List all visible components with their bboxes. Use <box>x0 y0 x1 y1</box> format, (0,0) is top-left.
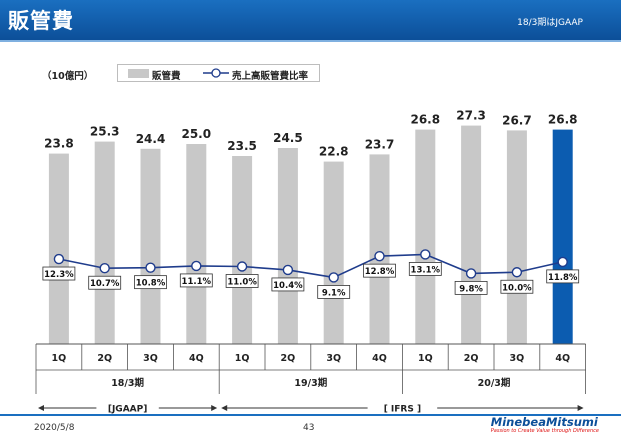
bar <box>415 129 436 344</box>
ratio-label-box <box>134 275 167 290</box>
ratio-point <box>465 268 477 279</box>
bar <box>461 125 482 344</box>
bar-value-label: 23.8 <box>44 137 74 151</box>
bar-value-label: 24.4 <box>136 132 166 146</box>
ratio-value-label: 11.8% <box>548 273 578 283</box>
accounting-standard-label: [ IFRS ] <box>384 405 421 415</box>
bar <box>506 130 527 344</box>
ratio-value-label: 11.1% <box>182 277 212 287</box>
ratio-point <box>420 249 431 260</box>
bar-value-label: 23.5 <box>227 139 257 153</box>
bar <box>552 129 573 344</box>
ratio-line <box>58 253 563 279</box>
bar <box>48 153 69 344</box>
bar <box>140 148 161 344</box>
fiscal-year-label: 18/3期 <box>111 377 144 389</box>
bar-value-label: 26.7 <box>502 113 532 127</box>
legend-bar-swatch <box>128 69 149 78</box>
bar <box>323 161 344 344</box>
page-number: 43 <box>303 423 315 433</box>
logo-name: MinebeaMitsumi <box>490 415 598 429</box>
arrow-right-icon <box>577 405 584 411</box>
ratio-label-box <box>271 277 305 292</box>
ratio-value-label: 12.8% <box>365 267 395 277</box>
bar <box>186 144 207 344</box>
footer-date: 2020/5/8 <box>34 423 75 433</box>
ratio-label-box <box>179 273 213 288</box>
company-logo: MinebeaMitsumi Passion to Create Value t… <box>491 415 599 434</box>
category-label: 1Q <box>418 353 433 364</box>
bar-value-label: 27.3 <box>456 109 486 123</box>
category-label: 2Q <box>281 353 296 364</box>
ratio-label-box <box>546 269 580 284</box>
category-label: 4Q <box>555 353 570 364</box>
bar <box>277 148 298 344</box>
ratio-point <box>145 262 156 273</box>
ratio-point <box>191 260 202 272</box>
chart-legend: 販管費 売上高販管費比率 <box>117 64 320 82</box>
ratio-value-label: 11.0% <box>227 278 257 288</box>
arrow-right-icon <box>211 405 218 411</box>
page-title: 販管費 <box>8 9 74 33</box>
footer-divider <box>0 414 621 416</box>
bar-value-label: 25.0 <box>181 127 211 141</box>
accounting-standard-label: [JGAAP] <box>108 405 148 415</box>
bar-value-label: 24.5 <box>273 131 303 145</box>
category-label: 1Q <box>52 353 67 364</box>
bar <box>369 154 390 344</box>
ratio-value-label: 13.1% <box>411 265 441 275</box>
bar-value-label: 22.8 <box>319 145 349 159</box>
ratio-value-label: 9.8% <box>459 284 483 294</box>
legend-bar-label: 販管費 <box>152 71 181 82</box>
ratio-label-box <box>42 266 76 281</box>
ratio-point <box>374 250 385 262</box>
category-label: 3Q <box>326 353 341 364</box>
ratio-point <box>328 272 339 283</box>
bar <box>94 141 115 344</box>
ratio-point <box>282 264 294 276</box>
category-label: 4Q <box>372 353 387 364</box>
legend-line-swatch <box>203 68 229 78</box>
arrow-left-icon <box>38 405 44 411</box>
ratio-value-label: 10.0% <box>502 283 532 293</box>
bar-value-label: 26.8 <box>410 113 440 127</box>
bar <box>232 156 253 344</box>
ratio-label-box <box>408 262 442 276</box>
accounting-note: 18/3期はJGAAP <box>517 18 583 28</box>
bar-value-label: 26.8 <box>548 113 578 127</box>
ratio-point <box>511 267 523 278</box>
ratio-label-box <box>454 280 488 295</box>
logo-tagline: Passion to Create Value through Differen… <box>490 428 599 434</box>
fiscal-year-label: 20/3期 <box>478 377 511 389</box>
ratio-label-box <box>500 279 534 294</box>
ratio-value-label: 9.1% <box>322 288 346 298</box>
ratio-label-box <box>88 275 122 290</box>
ratio-point <box>236 261 248 272</box>
bar-value-label: 23.7 <box>365 137 395 151</box>
ratio-value-label: 10.7% <box>90 279 120 289</box>
category-label: 4Q <box>189 353 204 364</box>
category-label: 2Q <box>97 353 112 364</box>
fiscal-year-label: 19/3期 <box>294 377 327 389</box>
category-label: 3Q <box>143 353 158 364</box>
unit-label: （10億円） <box>42 71 94 82</box>
ratio-point <box>557 256 568 268</box>
ratio-label-box <box>363 263 396 278</box>
header-bar: 販管費 18/3期はJGAAP <box>0 0 621 40</box>
category-label: 2Q <box>464 353 479 364</box>
category-label: 1Q <box>235 353 250 364</box>
header-divider <box>0 40 621 42</box>
ratio-point <box>53 253 65 265</box>
bar-value-label: 25.3 <box>90 125 120 139</box>
ratio-value-label: 10.4% <box>273 281 303 291</box>
category-label: 3Q <box>510 353 525 364</box>
ratio-value-label: 12.3% <box>44 270 74 280</box>
ratio-label-box <box>317 285 351 299</box>
ratio-label-box <box>225 274 259 288</box>
ratio-value-label: 10.8% <box>136 279 166 289</box>
arrow-left-icon <box>221 405 228 411</box>
legend-line-label: 売上高販管費比率 <box>232 71 309 82</box>
ratio-point <box>99 263 110 274</box>
